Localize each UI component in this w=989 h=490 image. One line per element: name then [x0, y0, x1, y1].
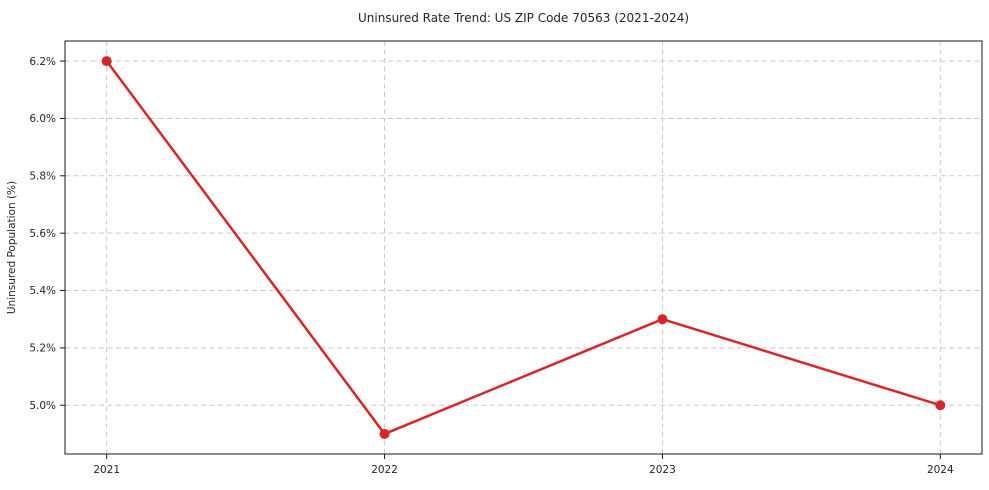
data-point-marker [657, 314, 668, 325]
y-axis-label: Uninsured Population (%) [6, 181, 18, 314]
y-tick-label: 5.8% [29, 170, 56, 182]
x-tick-label: 2021 [93, 464, 120, 476]
plot-border [64, 40, 983, 455]
data-point-marker [379, 428, 390, 439]
y-tick-label: 6.0% [29, 113, 56, 125]
x-tick-label: 2024 [927, 464, 954, 476]
y-tick-label: 5.2% [29, 343, 56, 355]
y-tick-label: 5.0% [29, 400, 56, 412]
data-point-marker [935, 400, 946, 411]
y-tick-label: 5.4% [29, 285, 56, 297]
data-point-marker [101, 56, 112, 67]
trend-line [105, 59, 942, 436]
plot-area: 2021 2022 2023 2024 5.0% 5.2% 5.4% 5.6% 5.8% 6.0%… [29, 40, 983, 476]
y-tick-label: 6.2% [29, 56, 56, 68]
y-tick-label: 5.6% [29, 228, 56, 240]
chart-title: Uninsured Rate Trend: US ZIP Code 70563 … [358, 11, 689, 25]
x-tick-label: 2023 [649, 464, 676, 476]
x-tick-label: 2022 [371, 464, 398, 476]
